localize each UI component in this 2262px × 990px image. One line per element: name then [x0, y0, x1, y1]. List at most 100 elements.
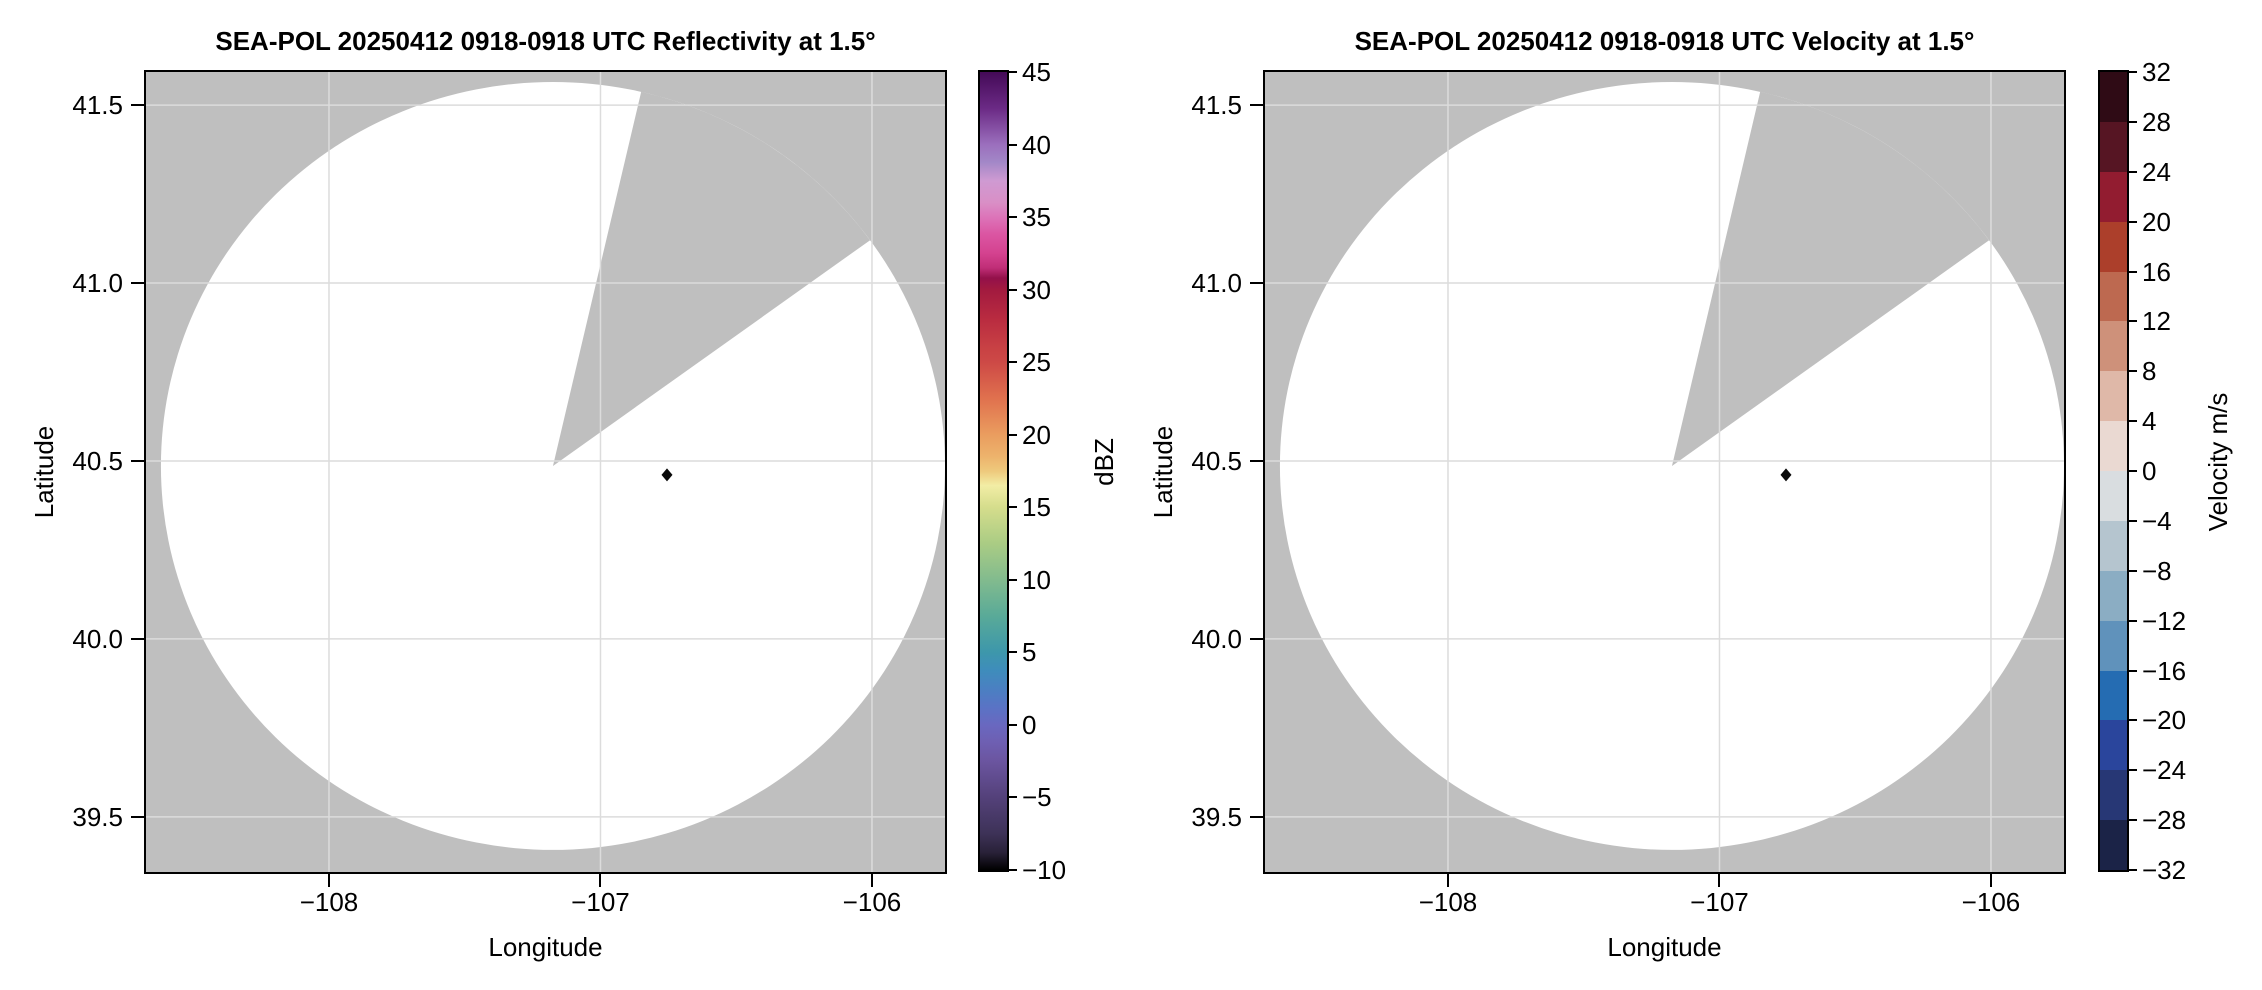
colorbar-tick-label: 25	[1022, 347, 1051, 378]
colorbar-tick-mark	[2129, 569, 2137, 572]
x-tick-mark	[1989, 874, 1992, 887]
reflectivity-colorbar	[978, 70, 1009, 872]
colorbar-tick-mark	[2129, 819, 2137, 822]
colorbar-tick-label: −8	[2142, 555, 2172, 586]
colorbar-tick-mark	[2129, 519, 2137, 522]
y-tick-mark	[1250, 459, 1263, 462]
y-tick-mark	[1250, 282, 1263, 285]
velocity-title: SEA-POL 20250412 0918-0918 UTC Velocity …	[1354, 26, 1975, 56]
colorbar-band	[2100, 570, 2127, 621]
colorbar-tick-mark	[1009, 723, 1017, 726]
missing-data-sector	[552, 91, 871, 466]
colorbar-band	[2100, 321, 2127, 372]
colorbar-tick-mark	[1009, 796, 1017, 799]
colorbar-tick-label: −10	[1022, 855, 1067, 885]
reflectivity-plot-area	[144, 70, 947, 874]
x-tick-label: −108	[299, 887, 359, 917]
colorbar-band	[2100, 421, 2127, 471]
colorbar-tick-label: 0	[1022, 709, 1037, 740]
colorbar-band	[2100, 471, 2127, 521]
colorbar-tick-mark	[1009, 506, 1017, 509]
colorbar-tick-mark	[2129, 619, 2137, 622]
y-tick-label: 40.0	[72, 623, 123, 654]
colorbar-band	[2100, 121, 2127, 172]
colorbar-tick-mark	[1009, 288, 1017, 291]
colorbar-tick-mark	[1009, 361, 1017, 364]
x-tick-label: −106	[842, 887, 902, 917]
colorbar-tick-mark	[2129, 719, 2137, 722]
y-tick-label: 40.0	[1191, 623, 1242, 654]
colorbar-band	[2100, 271, 2127, 322]
colorbar-tick-mark	[2129, 370, 2137, 373]
x-tick-mark	[1446, 874, 1449, 887]
y-tick-mark	[131, 104, 144, 107]
x-tick-mark	[599, 874, 602, 887]
x-tick-mark	[870, 874, 873, 887]
colorbar-band	[2100, 371, 2127, 422]
colorbar-tick-mark	[2129, 470, 2137, 472]
y-tick-label: 40.5	[72, 445, 123, 476]
colorbar-tick-mark	[1009, 869, 1017, 871]
reflectivity-x-axis-label: Longitude	[488, 932, 603, 962]
colorbar-tick-label: 20	[2142, 206, 2171, 237]
colorbar-tick-label: −12	[2142, 605, 2187, 636]
y-tick-mark	[131, 459, 144, 462]
colorbar-tick-label: 5	[1022, 637, 1037, 668]
y-tick-label: 40.5	[1191, 445, 1242, 476]
colorbar-tick-label: 15	[1022, 492, 1051, 523]
colorbar-tick-mark	[1009, 143, 1017, 146]
colorbar-tick-mark	[2129, 869, 2137, 871]
colorbar-tick-mark	[1009, 216, 1017, 219]
colorbar-tick-mark	[2129, 220, 2137, 223]
y-tick-mark	[131, 282, 144, 285]
colorbar-tick-label: −20	[2142, 705, 2187, 736]
colorbar-tick-label: −32	[2142, 855, 2187, 885]
colorbar-tick-label: 20	[1022, 419, 1051, 450]
colorbar-tick-label: 40	[1022, 129, 1051, 160]
colorbar-band	[2100, 72, 2127, 122]
colorbar-tick-mark	[2129, 120, 2137, 123]
colorbar-band	[2100, 720, 2127, 771]
colorbar-band	[2100, 221, 2127, 272]
colorbar-tick-label: 32	[2142, 57, 2171, 87]
velocity-plot-area	[1263, 70, 2066, 874]
colorbar-tick-label: −5	[1022, 782, 1052, 813]
x-tick-label: −108	[1418, 887, 1478, 917]
colorbar-band	[2100, 820, 2127, 870]
y-tick-label: 39.5	[1191, 801, 1242, 832]
colorbar-tick-mark	[1009, 433, 1017, 436]
colorbar-tick-mark	[2129, 320, 2137, 323]
radar-site-marker	[1780, 468, 1792, 482]
colorbar-tick-label: −4	[2142, 505, 2172, 536]
colorbar-band	[2100, 171, 2127, 222]
x-tick-label: −107	[571, 887, 630, 917]
colorbar-tick-label: 8	[2142, 356, 2157, 387]
reflectivity-title: SEA-POL 20250412 0918-0918 UTC Reflectiv…	[215, 26, 876, 56]
y-tick-label: 41.0	[1191, 268, 1242, 299]
colorbar-tick-label: 45	[1022, 57, 1051, 87]
y-tick-mark	[1250, 104, 1263, 107]
colorbar-tick-label: 10	[1022, 564, 1051, 595]
colorbar-tick-mark	[1009, 578, 1017, 581]
y-tick-label: 41.0	[72, 268, 123, 299]
y-tick-label: 39.5	[72, 801, 123, 832]
colorbar-band	[2100, 670, 2127, 721]
velocity-colorbar	[2098, 70, 2129, 872]
x-tick-mark	[327, 874, 330, 887]
colorbar-tick-mark	[2129, 420, 2137, 423]
colorbar-tick-label: 16	[2142, 256, 2171, 287]
velocity-radar-image	[1265, 72, 2064, 872]
y-tick-label: 41.5	[72, 90, 123, 121]
x-tick-label: −107	[1690, 887, 1749, 917]
missing-data-sector	[1671, 91, 1990, 466]
colorbar-tick-label: 35	[1022, 202, 1051, 233]
y-tick-mark	[1250, 815, 1263, 818]
colorbar-band	[2100, 620, 2127, 671]
y-tick-mark	[131, 637, 144, 640]
colorbar-tick-label: 4	[2142, 406, 2157, 437]
x-tick-mark	[1718, 874, 1721, 887]
colorbar-tick-mark	[2129, 270, 2137, 273]
velocity-x-axis-label: Longitude	[1607, 932, 1722, 962]
radar-site-marker	[661, 468, 673, 482]
